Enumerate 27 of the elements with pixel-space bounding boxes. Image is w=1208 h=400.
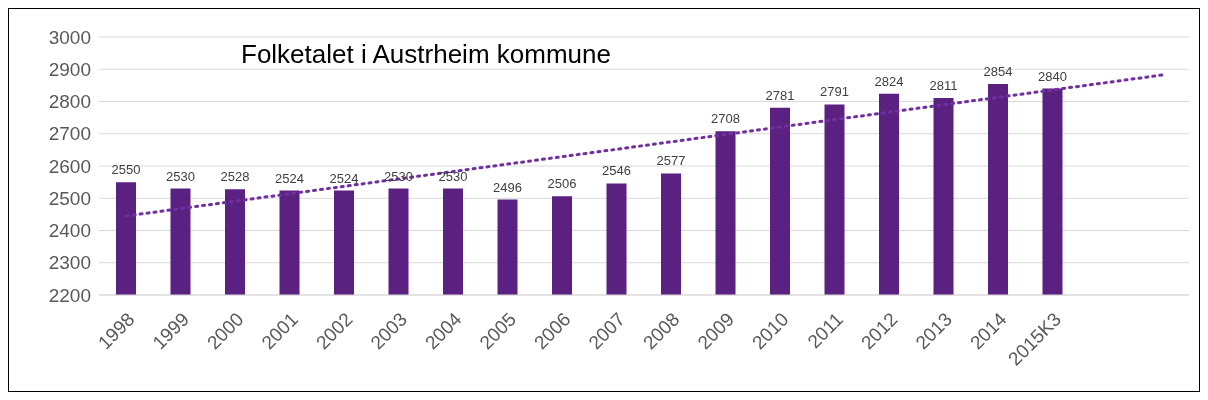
data-label: 2524: [275, 170, 304, 186]
data-label: 2546: [602, 163, 631, 179]
data-label: 2496: [493, 179, 522, 195]
y-tick-label: 2200: [48, 284, 91, 306]
data-label: 2530: [438, 168, 468, 184]
data-label: 2577: [656, 153, 686, 169]
data-label: 2550: [111, 162, 141, 178]
data-label: 2824: [874, 73, 904, 89]
data-label: 2811: [929, 77, 958, 93]
y-tick-label: 2300: [48, 252, 91, 274]
data-label: 2528: [220, 169, 250, 185]
data-label: 2530: [166, 168, 195, 184]
data-label: 2506: [547, 176, 577, 192]
data-label: 2708: [711, 111, 740, 127]
y-tick-label: 3000: [48, 26, 91, 48]
y-tick-label: 2900: [48, 59, 91, 80]
y-tick-label: 2600: [48, 155, 91, 177]
y-tick-label: 2400: [48, 220, 91, 242]
chart-title: Folketalet i Austrheim kommune: [241, 39, 611, 70]
y-tick-label: 2800: [48, 91, 91, 113]
data-label: 2781: [765, 87, 795, 103]
data-label: 2854: [983, 64, 1013, 80]
data-label: 2524: [329, 170, 359, 186]
y-tick-label: 2700: [48, 123, 91, 145]
data-label: 2791: [820, 84, 849, 100]
data-label: 2840: [1038, 68, 1067, 84]
y-tick-label: 2500: [48, 187, 91, 209]
